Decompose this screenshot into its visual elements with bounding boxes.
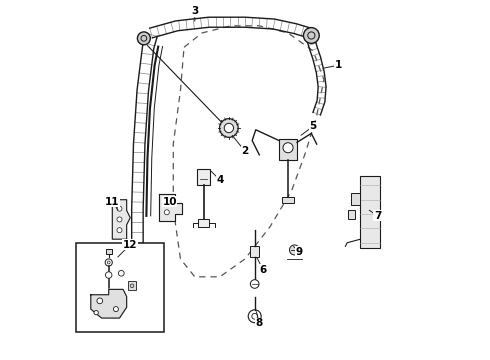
Circle shape [105,272,112,278]
Bar [361,176,380,248]
Circle shape [164,210,170,215]
Circle shape [250,280,259,288]
Circle shape [290,245,299,255]
Circle shape [117,228,122,233]
Text: 12: 12 [123,239,138,249]
Text: 10: 10 [163,197,177,207]
Polygon shape [307,38,326,115]
Circle shape [119,270,124,276]
Circle shape [117,217,122,222]
Bar [279,139,297,160]
Circle shape [224,123,234,133]
Circle shape [117,206,122,211]
Bar [197,169,210,185]
Text: 1: 1 [335,60,342,70]
Bar [282,197,294,203]
Circle shape [94,311,98,315]
Bar [250,246,259,257]
Text: 8: 8 [256,319,263,328]
Text: 7: 7 [374,211,381,221]
Bar [351,193,361,205]
Polygon shape [132,33,157,311]
Circle shape [97,298,102,304]
Polygon shape [91,289,126,318]
Circle shape [283,143,293,153]
Bar [105,249,112,253]
Text: 5: 5 [310,121,317,131]
Text: 11: 11 [105,197,120,207]
Bar [348,211,355,220]
Bar [76,243,164,332]
Text: 2: 2 [242,146,248,156]
Polygon shape [112,200,130,239]
Text: 3: 3 [191,6,198,17]
Text: 4: 4 [216,175,223,185]
Bar [198,220,210,226]
Circle shape [137,32,150,45]
Polygon shape [159,194,182,221]
Circle shape [164,201,170,206]
Circle shape [220,119,238,137]
Bar [128,282,136,290]
Circle shape [105,259,112,266]
Text: 9: 9 [295,247,302,257]
Circle shape [248,310,261,323]
Text: 6: 6 [259,265,267,275]
Circle shape [113,307,119,312]
Polygon shape [150,17,311,38]
Circle shape [303,28,319,43]
